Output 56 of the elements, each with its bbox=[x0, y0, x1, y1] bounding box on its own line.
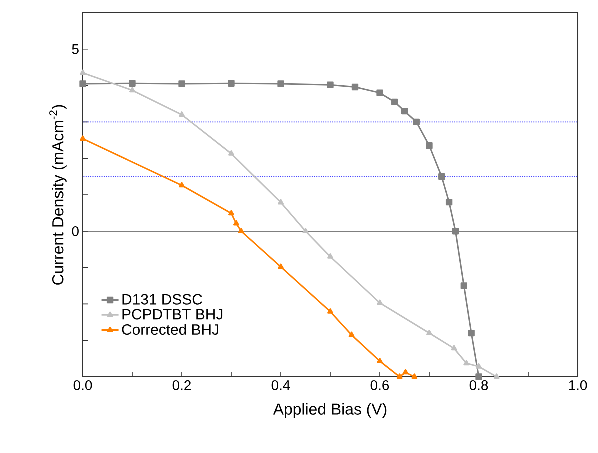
point bbox=[377, 300, 383, 306]
point bbox=[438, 173, 446, 180]
legend-label: D131 DSSC bbox=[122, 294, 202, 305]
x-tick-label: 0.0 bbox=[74, 380, 92, 390]
point bbox=[130, 87, 136, 93]
point bbox=[402, 369, 409, 375]
point bbox=[80, 70, 86, 76]
point bbox=[278, 80, 284, 88]
point bbox=[328, 308, 334, 314]
legend-label: Corrected BHJ bbox=[122, 324, 218, 336]
point bbox=[377, 358, 383, 364]
point bbox=[228, 210, 234, 216]
point bbox=[178, 80, 186, 88]
point bbox=[460, 282, 468, 290]
point bbox=[412, 374, 418, 380]
point bbox=[464, 360, 470, 366]
point bbox=[446, 198, 453, 206]
point bbox=[228, 150, 234, 156]
point bbox=[396, 374, 403, 380]
x-tick-label: 0.6 bbox=[370, 380, 390, 390]
point bbox=[401, 108, 408, 115]
point bbox=[476, 363, 482, 369]
point bbox=[278, 199, 284, 205]
x-tick-label: 0.4 bbox=[272, 380, 290, 390]
y-axis-title: Current Density (mAcm$^{-2}$) bbox=[50, 105, 67, 285]
point bbox=[328, 254, 334, 259]
point bbox=[233, 220, 240, 226]
point bbox=[451, 345, 458, 351]
point bbox=[80, 80, 86, 88]
point bbox=[238, 228, 244, 234]
y-tick-label: 5 bbox=[72, 44, 79, 54]
point bbox=[179, 112, 185, 117]
point bbox=[179, 182, 185, 188]
point bbox=[476, 374, 482, 380]
y-tick-label: 0 bbox=[72, 226, 79, 236]
point bbox=[348, 332, 355, 338]
point bbox=[129, 80, 136, 87]
point bbox=[426, 142, 433, 150]
point bbox=[278, 264, 284, 270]
x-axis-title: Applied Bias (V) bbox=[273, 403, 387, 418]
point bbox=[80, 136, 86, 141]
point bbox=[413, 118, 420, 126]
point bbox=[392, 98, 398, 106]
point bbox=[352, 84, 359, 91]
point bbox=[302, 228, 309, 234]
x-tick-label: 0.8 bbox=[470, 380, 488, 390]
x-tick-label: 1.0 bbox=[569, 380, 588, 390]
point bbox=[426, 330, 432, 336]
point bbox=[452, 228, 460, 235]
point bbox=[494, 374, 500, 380]
point bbox=[228, 80, 235, 87]
point bbox=[327, 82, 334, 88]
legend-label: PCPDTBT BHJ bbox=[122, 309, 223, 320]
point bbox=[376, 90, 384, 96]
point bbox=[468, 330, 475, 337]
x-tick-label: 0.2 bbox=[172, 380, 191, 390]
